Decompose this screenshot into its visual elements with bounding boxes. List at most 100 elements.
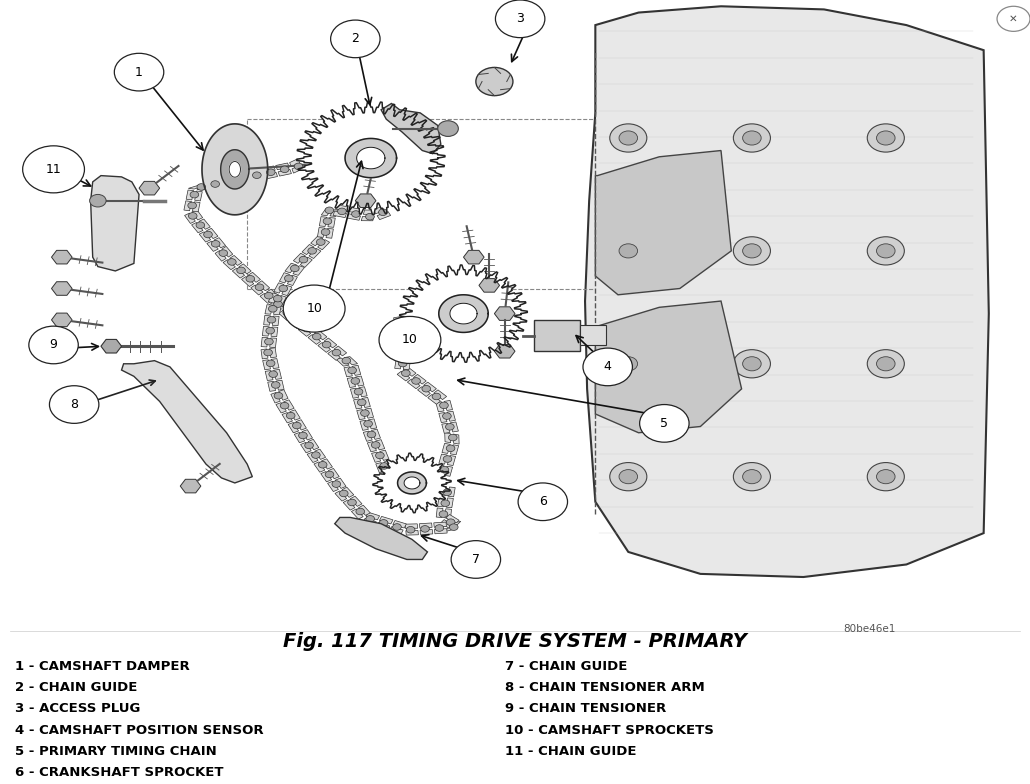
Polygon shape xyxy=(276,296,286,306)
Polygon shape xyxy=(206,178,219,184)
Circle shape xyxy=(331,20,380,58)
Polygon shape xyxy=(381,103,441,154)
Polygon shape xyxy=(305,322,317,332)
Circle shape xyxy=(743,131,761,145)
Polygon shape xyxy=(289,410,301,420)
Circle shape xyxy=(443,456,452,463)
Polygon shape xyxy=(402,315,410,325)
Polygon shape xyxy=(427,394,441,405)
Polygon shape xyxy=(355,376,364,386)
Polygon shape xyxy=(139,181,160,195)
Polygon shape xyxy=(324,338,337,348)
Polygon shape xyxy=(413,374,426,384)
Polygon shape xyxy=(302,245,314,255)
Circle shape xyxy=(255,284,264,291)
Circle shape xyxy=(252,172,262,179)
Circle shape xyxy=(269,306,277,312)
Circle shape xyxy=(279,285,287,292)
Circle shape xyxy=(448,434,457,441)
Circle shape xyxy=(265,292,273,299)
Polygon shape xyxy=(301,257,312,267)
Polygon shape xyxy=(288,423,299,433)
Polygon shape xyxy=(436,465,444,475)
Polygon shape xyxy=(389,527,403,534)
Polygon shape xyxy=(450,521,460,527)
Polygon shape xyxy=(195,191,202,201)
Polygon shape xyxy=(199,219,210,229)
Polygon shape xyxy=(295,314,307,324)
Polygon shape xyxy=(297,102,445,215)
Circle shape xyxy=(280,402,288,409)
Polygon shape xyxy=(52,313,72,327)
Circle shape xyxy=(422,386,431,392)
Circle shape xyxy=(351,211,360,217)
Circle shape xyxy=(399,361,407,367)
Polygon shape xyxy=(263,360,271,370)
Polygon shape xyxy=(397,348,404,358)
Text: 10 - CAMSHAFT SPROCKETS: 10 - CAMSHAFT SPROCKETS xyxy=(505,724,714,737)
Polygon shape xyxy=(328,217,336,227)
Circle shape xyxy=(299,256,308,263)
Circle shape xyxy=(357,399,366,405)
Circle shape xyxy=(295,163,303,169)
Polygon shape xyxy=(404,367,416,376)
Circle shape xyxy=(271,382,280,388)
Polygon shape xyxy=(405,524,418,528)
Circle shape xyxy=(283,309,291,316)
Polygon shape xyxy=(356,409,365,419)
Polygon shape xyxy=(271,358,279,368)
Polygon shape xyxy=(350,388,358,398)
Polygon shape xyxy=(328,481,339,492)
Polygon shape xyxy=(285,306,298,316)
Polygon shape xyxy=(272,316,279,325)
Polygon shape xyxy=(444,401,452,411)
Polygon shape xyxy=(448,487,455,497)
Polygon shape xyxy=(439,412,447,423)
Polygon shape xyxy=(366,408,374,418)
Polygon shape xyxy=(327,228,334,238)
Circle shape xyxy=(303,325,311,332)
Circle shape xyxy=(443,413,451,419)
Polygon shape xyxy=(442,444,450,453)
Polygon shape xyxy=(585,6,989,577)
Polygon shape xyxy=(282,412,293,423)
Polygon shape xyxy=(298,327,311,336)
Polygon shape xyxy=(336,205,348,211)
Circle shape xyxy=(379,209,387,216)
Polygon shape xyxy=(52,250,72,264)
Text: ✕: ✕ xyxy=(1009,14,1018,24)
Circle shape xyxy=(90,194,106,207)
Polygon shape xyxy=(319,216,327,227)
Polygon shape xyxy=(276,403,286,413)
Circle shape xyxy=(348,499,356,506)
Polygon shape xyxy=(122,361,252,483)
Polygon shape xyxy=(373,205,386,214)
Circle shape xyxy=(877,131,895,145)
Polygon shape xyxy=(283,400,295,410)
Polygon shape xyxy=(446,498,453,508)
Polygon shape xyxy=(271,393,280,403)
Text: 2 - CHAIN GUIDE: 2 - CHAIN GUIDE xyxy=(15,681,138,695)
Polygon shape xyxy=(376,522,389,530)
Circle shape xyxy=(196,222,205,228)
Circle shape xyxy=(29,326,78,364)
Circle shape xyxy=(392,524,402,530)
Circle shape xyxy=(332,350,341,356)
Polygon shape xyxy=(343,500,355,510)
Polygon shape xyxy=(307,452,318,463)
Circle shape xyxy=(743,470,761,484)
Polygon shape xyxy=(453,434,459,444)
Polygon shape xyxy=(215,251,227,261)
Polygon shape xyxy=(241,277,253,286)
Circle shape xyxy=(311,452,320,459)
Circle shape xyxy=(435,524,444,532)
Circle shape xyxy=(420,525,430,532)
Polygon shape xyxy=(264,172,277,179)
Circle shape xyxy=(321,229,330,235)
Circle shape xyxy=(246,275,254,282)
Polygon shape xyxy=(398,372,410,381)
Circle shape xyxy=(267,360,275,367)
Circle shape xyxy=(280,166,289,172)
Polygon shape xyxy=(270,348,276,358)
Text: 4 - CAMSHAFT POSITION SENSOR: 4 - CAMSHAFT POSITION SENSOR xyxy=(15,724,264,737)
